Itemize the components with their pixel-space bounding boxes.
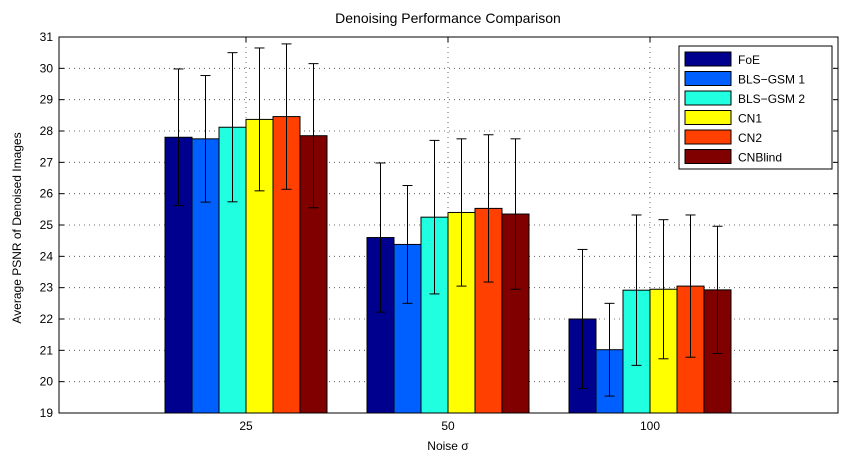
x-tick-label: 25 <box>239 419 253 433</box>
bars <box>164 116 732 414</box>
y-tick-label: 25 <box>40 218 54 232</box>
legend-swatch <box>684 51 732 67</box>
legend-swatch <box>684 71 732 86</box>
x-tick-label: 50 <box>441 419 455 433</box>
legend-label: CNBlind <box>738 151 782 165</box>
y-tick-label: 29 <box>40 93 54 107</box>
axis-ticks: 19 20 21 22 23 24 25 26 27 28 29 30 31 25 50 100 <box>40 30 838 433</box>
y-tick-label: 30 <box>40 61 54 75</box>
y-axis-label: Average PSNR of Denoised Images <box>10 132 24 323</box>
legend-label: CN1 <box>738 112 762 126</box>
legend-swatch <box>684 90 732 106</box>
legend-swatch <box>684 110 732 125</box>
legend-label: FoE <box>738 53 760 67</box>
y-tick-label: 26 <box>40 187 54 201</box>
bar <box>501 213 530 414</box>
x-tick-label: 100 <box>640 419 660 433</box>
x-axis-label: Noise σ <box>427 439 469 453</box>
y-tick-label: 20 <box>40 375 54 389</box>
legend-swatch <box>684 149 732 164</box>
legend-label: BLS−GSM 2 <box>738 92 805 106</box>
y-tick-label: 24 <box>40 249 54 263</box>
y-tick-label: 19 <box>40 406 54 420</box>
y-tick-label: 31 <box>40 30 54 44</box>
y-tick-label: 28 <box>40 124 54 138</box>
legend: FoE BLS−GSM 1 BLS−GSM 2 CN1 CN2 CNBlind <box>678 45 833 170</box>
y-tick-label: 21 <box>40 343 54 357</box>
error-bars <box>173 43 723 397</box>
legend-label: CN2 <box>738 131 762 145</box>
y-tick-label: 22 <box>40 312 54 326</box>
legend-swatch <box>684 129 732 145</box>
y-tick-label: 27 <box>40 155 54 169</box>
legend-label: BLS−GSM 1 <box>738 73 805 87</box>
chart-title: Denoising Performance Comparison <box>335 10 561 26</box>
y-tick-label: 23 <box>40 281 54 295</box>
